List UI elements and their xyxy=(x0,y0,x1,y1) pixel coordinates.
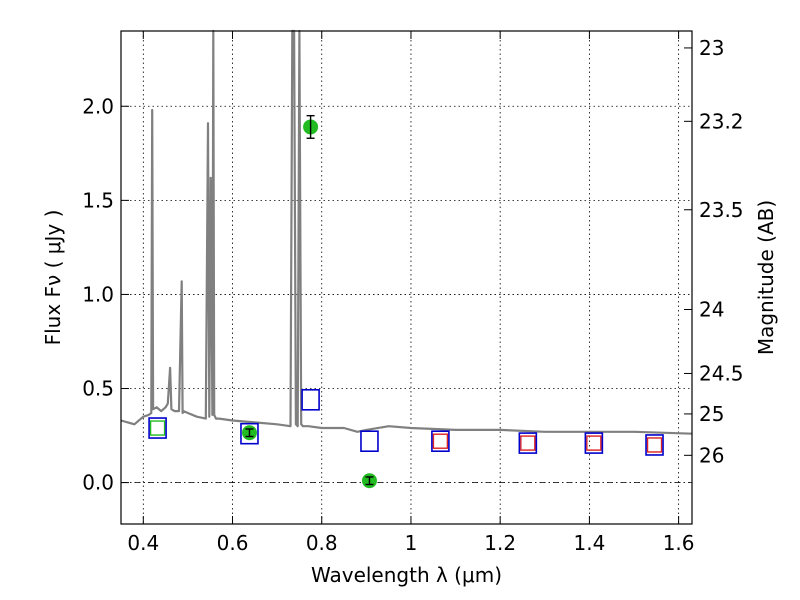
x-axis-ticks: 0.4 0.6 0.8 1 1.2 1.4 1.6 xyxy=(127,31,695,555)
y-tick-label: 1.0 xyxy=(82,282,114,306)
x-tick-label: 0.8 xyxy=(306,531,338,555)
y-tick-label: 0.5 xyxy=(82,377,114,401)
model-photometry-inner-marker xyxy=(432,433,449,449)
y2-tick-label: 24.5 xyxy=(699,361,744,385)
x-tick-label: 0.6 xyxy=(217,531,249,555)
model-photometry-inner-marker xyxy=(586,435,602,451)
y2-tick-label: 24 xyxy=(699,297,724,321)
model-photometry-marker xyxy=(431,430,450,453)
y2-tick-label: 26 xyxy=(699,443,724,467)
model-photometry-inner-marker xyxy=(646,437,663,453)
x-tick-label: 1.6 xyxy=(663,531,695,555)
y2-axis-ticks: 23 23.2 23.5 24 24.5 25 26 xyxy=(684,36,744,467)
plot-frame xyxy=(120,30,693,525)
x-axis-label: Wavelength λ (μm) xyxy=(311,563,502,587)
y-axis-label: Flux Fν ( μJy ) xyxy=(41,210,65,346)
grid-lines xyxy=(121,31,692,524)
model-photometry-inner-marker xyxy=(520,435,536,451)
y2-tick-label: 25 xyxy=(699,402,724,426)
x-tick-label: 0.4 xyxy=(127,531,159,555)
model-photometry-marker xyxy=(148,417,167,439)
model-photometry-inner-marker xyxy=(149,420,166,436)
x-tick-label: 1 xyxy=(405,531,418,555)
y-tick-label: 1.5 xyxy=(82,188,114,212)
model-photometry-marker xyxy=(645,434,664,456)
y-tick-label: 0.0 xyxy=(82,471,114,495)
model-photometry-marker xyxy=(584,432,604,454)
observed-photometry-points xyxy=(241,114,377,489)
y-axis-ticks: 0.0 0.5 1.0 1.5 2.0 xyxy=(82,94,129,495)
model-photometry-marker xyxy=(518,432,538,454)
model-photometry-marker xyxy=(301,389,320,411)
model-photometry-markers xyxy=(148,389,664,456)
model-photometry-marker xyxy=(360,430,379,453)
model-spectrum-line xyxy=(120,29,693,435)
y2-tick-label: 23.5 xyxy=(699,198,744,222)
model-photometry-marker xyxy=(240,422,259,445)
y2-tick-label: 23.2 xyxy=(699,109,744,133)
x-tick-label: 1.2 xyxy=(484,531,516,555)
y-tick-label: 2.0 xyxy=(82,94,114,118)
y2-axis-label: Magnitude (AB) xyxy=(754,200,778,355)
y2-tick-label: 23 xyxy=(699,36,724,60)
x-tick-label: 1.4 xyxy=(573,531,605,555)
model-spectrum xyxy=(120,29,693,435)
